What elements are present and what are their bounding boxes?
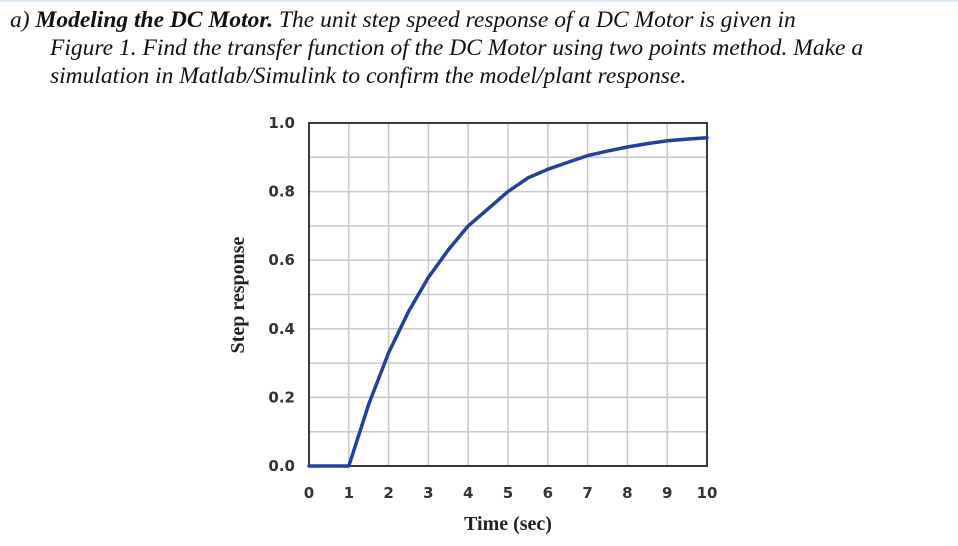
y-axis-label: Step response: [227, 236, 249, 353]
x-tick-label: 1: [344, 484, 354, 502]
x-axis-label: Time (sec): [464, 513, 552, 535]
x-tick-label: 0: [304, 484, 314, 502]
problem-statement: a) Modeling the DC Motor. The unit step …: [10, 6, 945, 90]
top-border: [0, 0, 958, 2]
problem-line-3: simulation in Matlab/Simulink to confirm…: [50, 63, 687, 89]
x-tick-label: 8: [622, 484, 632, 502]
x-tick-label: 10: [697, 484, 718, 502]
x-tick-label: 5: [503, 484, 513, 502]
series-line: [307, 135, 709, 468]
y-tick-label: 1.0: [268, 114, 295, 132]
y-tick-label: 0.4: [268, 320, 295, 338]
problem-heading: Modeling the DC Motor.: [35, 7, 274, 33]
problem-line-2: Figure 1. Find the transfer function of …: [50, 35, 864, 61]
x-tick-label: 7: [582, 484, 592, 502]
y-tick-labels: 0.0 0.2 0.4 0.6 0.8 1.0: [268, 114, 295, 475]
y-tick-label: 0.0: [268, 457, 295, 475]
y-tick-label: 0.2: [268, 388, 295, 406]
problem-line-1-text: The unit step speed response of a DC Mot…: [278, 7, 796, 33]
x-tick-label: 4: [463, 484, 473, 502]
x-tick-label: 6: [543, 484, 553, 502]
x-tick-label: 9: [662, 484, 672, 502]
y-tick-label: 0.8: [268, 183, 295, 201]
x-tick-label: 3: [423, 484, 433, 502]
x-tick-labels: 0 1 2 3 4 5 6 7 8 9 10: [304, 484, 718, 502]
problem-line-1: a) Modeling the DC Motor. The unit step …: [10, 6, 945, 34]
x-tick-label: 2: [383, 484, 393, 502]
plot-frame: [308, 122, 708, 467]
y-tick-label: 0.6: [268, 251, 295, 269]
chart-grid: [308, 122, 708, 467]
problem-tag: a): [10, 7, 30, 33]
